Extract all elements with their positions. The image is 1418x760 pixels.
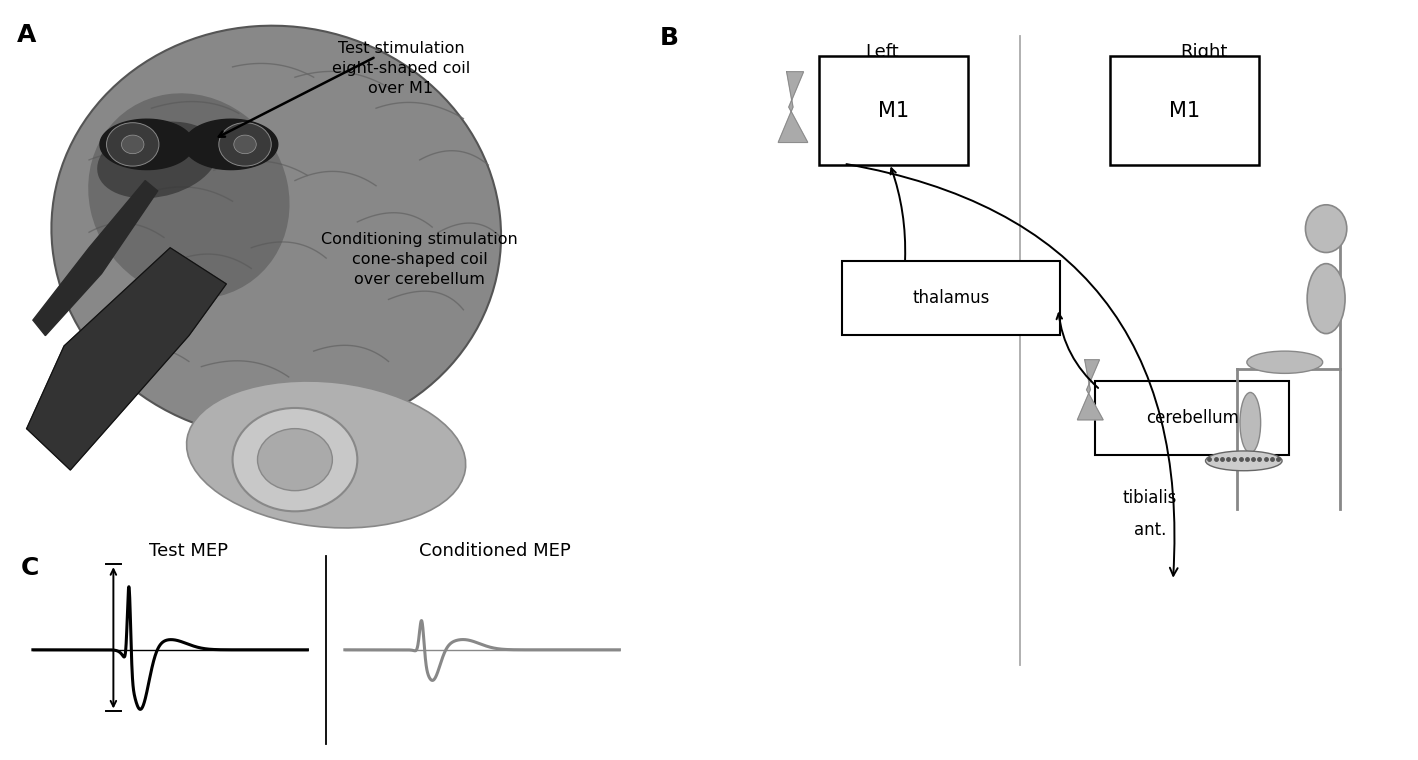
Text: Right: Right xyxy=(1180,43,1228,62)
Text: Left: Left xyxy=(865,43,899,62)
Text: Test stimulation
eight-shaped coil
over M1: Test stimulation eight-shaped coil over … xyxy=(332,41,471,96)
Ellipse shape xyxy=(187,381,465,528)
Text: Conditioning stimulation
cone-shaped coil
over cerebellum: Conditioning stimulation cone-shaped coi… xyxy=(322,233,518,287)
Text: Conditioned MEP: Conditioned MEP xyxy=(418,542,570,560)
Text: M1: M1 xyxy=(878,100,909,121)
Ellipse shape xyxy=(258,429,332,491)
Polygon shape xyxy=(778,71,808,142)
Ellipse shape xyxy=(1246,351,1323,373)
Text: M1: M1 xyxy=(1168,100,1200,121)
Ellipse shape xyxy=(1306,204,1347,252)
Ellipse shape xyxy=(1307,264,1346,334)
FancyArrowPatch shape xyxy=(847,164,1177,575)
Ellipse shape xyxy=(98,122,218,198)
Polygon shape xyxy=(27,248,227,470)
Text: ant.: ant. xyxy=(1134,521,1166,539)
Polygon shape xyxy=(1078,359,1103,420)
FancyBboxPatch shape xyxy=(820,56,967,165)
Ellipse shape xyxy=(88,93,289,299)
Ellipse shape xyxy=(1239,392,1261,453)
FancyBboxPatch shape xyxy=(842,261,1059,334)
Circle shape xyxy=(106,122,159,166)
Ellipse shape xyxy=(233,408,357,511)
Text: cerebellum: cerebellum xyxy=(1146,409,1238,427)
Circle shape xyxy=(218,122,271,166)
Text: thalamus: thalamus xyxy=(912,289,990,307)
Text: B: B xyxy=(659,26,679,50)
Ellipse shape xyxy=(1205,451,1282,470)
Ellipse shape xyxy=(51,26,501,439)
Text: tibialis: tibialis xyxy=(1123,489,1177,507)
Polygon shape xyxy=(33,181,157,336)
Circle shape xyxy=(122,135,145,154)
FancyBboxPatch shape xyxy=(1110,56,1259,165)
Text: A: A xyxy=(17,23,37,47)
Circle shape xyxy=(234,135,257,154)
Polygon shape xyxy=(101,119,194,169)
Text: Test MEP: Test MEP xyxy=(149,542,228,560)
Text: C: C xyxy=(20,556,38,580)
FancyBboxPatch shape xyxy=(1095,382,1289,454)
Polygon shape xyxy=(184,119,278,169)
